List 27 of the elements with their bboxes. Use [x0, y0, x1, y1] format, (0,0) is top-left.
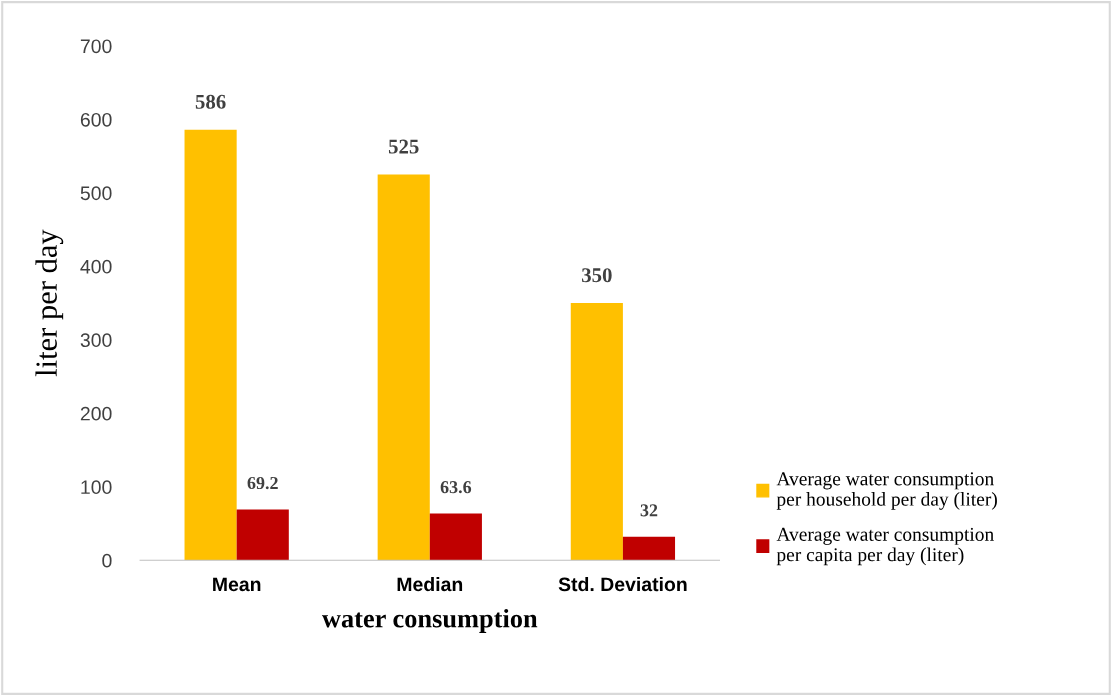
legend-label: Average water consumption per capita per day (liter): [776, 527, 994, 566]
x-axis-title: water consumption: [321, 608, 538, 633]
bar: [236, 509, 289, 561]
bar: [570, 303, 623, 561]
data-label: 350: [581, 268, 612, 283]
y-tick-label: 700: [80, 39, 112, 54]
y-axis-title: liter per day: [35, 229, 64, 377]
y-tick-label: 200: [80, 406, 112, 421]
data-label: 32: [640, 504, 658, 517]
y-tick-label: 0: [102, 553, 112, 568]
y-tick-label: 600: [80, 112, 112, 127]
legend-label: Average water consumption per household per day (liter): [776, 472, 997, 510]
y-tick-label: 100: [81, 480, 112, 495]
x-tick-label: Median: [397, 576, 463, 592]
data-label: 525: [388, 139, 419, 154]
data-label: 586: [195, 94, 226, 109]
bar: [377, 174, 430, 561]
bar: [429, 513, 482, 561]
y-tick-label: 500: [80, 186, 112, 201]
x-tick-label: Mean: [213, 577, 261, 592]
y-tick-label: 400: [80, 259, 112, 274]
y-tick-label: 300: [80, 333, 112, 348]
bar: [184, 129, 237, 561]
data-label: 69.2: [247, 476, 278, 490]
x-tick-label: Std. Deviation: [558, 576, 687, 592]
bar: [622, 536, 676, 561]
data-label: 63.6: [440, 481, 472, 494]
